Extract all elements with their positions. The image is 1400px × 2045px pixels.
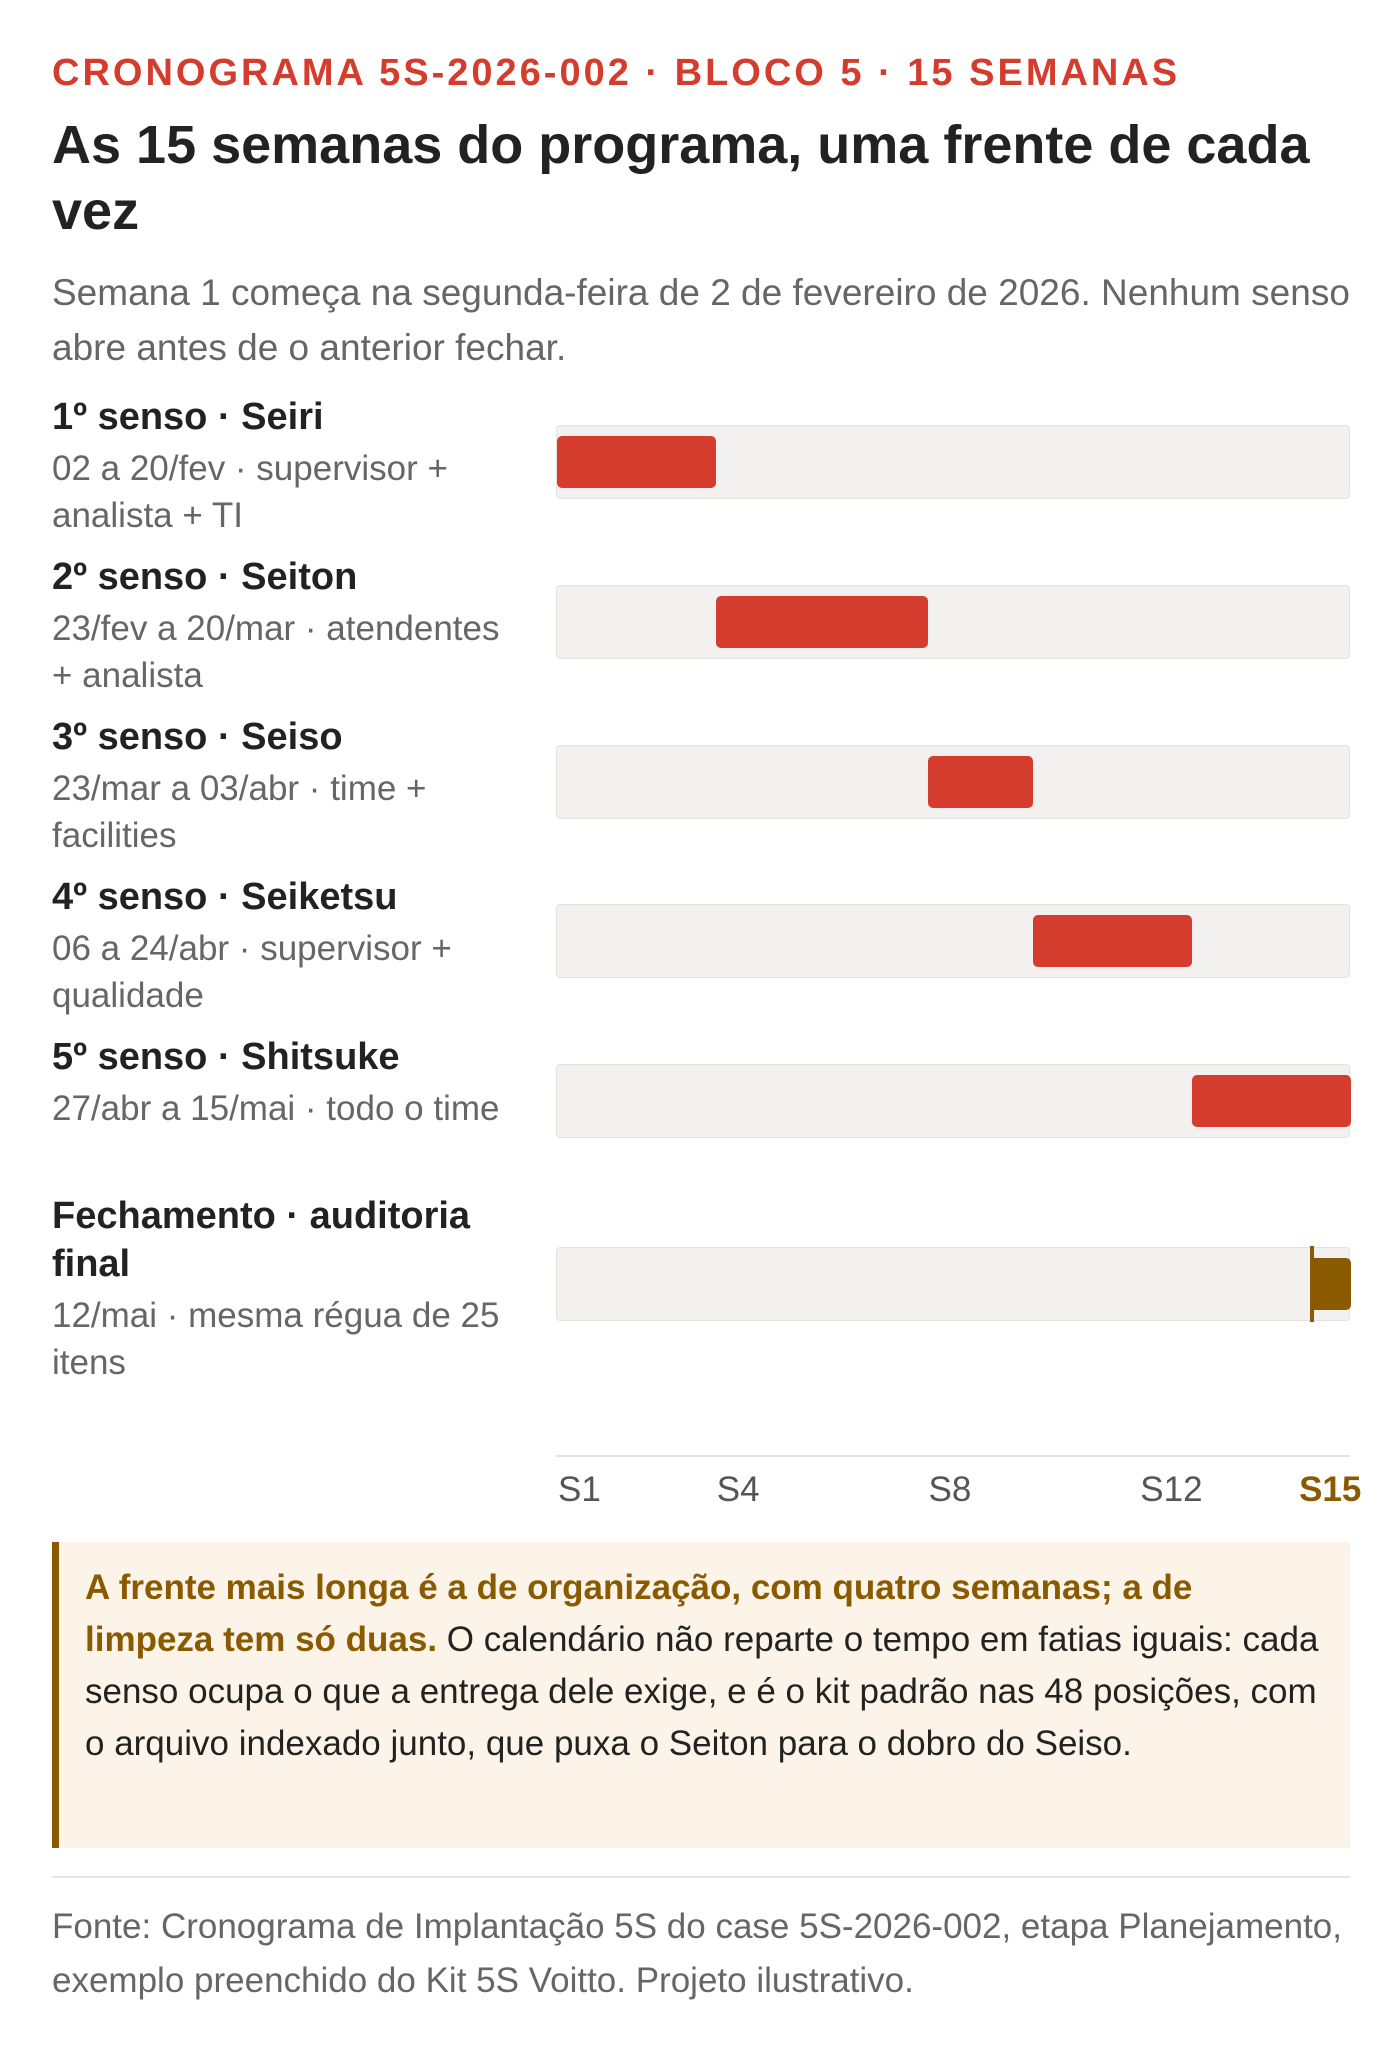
row-label: 1º senso · Seiri 02 a 20/fev · supervisor… bbox=[52, 393, 522, 539]
source-note: Fonte: Cronograma de Implantação 5S do c… bbox=[52, 1907, 1342, 2000]
row-subtitle: 06 a 24/abr · supervisor + qualidade bbox=[52, 929, 452, 1015]
x-tick-label: S4 bbox=[716, 1470, 760, 1509]
row-label: 4º senso · Seiketsu 06 a 24/abr · supervi… bbox=[52, 873, 522, 1019]
kicker: CRONOGRAMA 5S-2026-002 · BLOCO 5 · 15 SE… bbox=[52, 52, 1181, 94]
row-track bbox=[556, 904, 1350, 978]
row-label: 5º senso · Shitsuke 27/abr a 15/mai · tod… bbox=[52, 1033, 522, 1132]
row-title: Fechamento · auditoria final bbox=[52, 1195, 471, 1285]
row-subtitle: 27/abr a 15/mai · todo o time bbox=[52, 1089, 500, 1128]
gantt-bar bbox=[715, 596, 928, 648]
row-subtitle: 23/mar a 03/abr · time + facilities bbox=[52, 769, 427, 855]
x-tick-label: S8 bbox=[928, 1470, 972, 1509]
row-subtitle: 12/mai · mesma régua de 25 itens bbox=[52, 1296, 500, 1382]
row-title: 5º senso · Shitsuke bbox=[52, 1036, 400, 1078]
milestone-marker bbox=[1312, 1258, 1351, 1310]
row-label: 2º senso · Seiton 23/fev a 20/mar · atend… bbox=[52, 553, 522, 699]
row-label: 3º senso · Seiso 23/mar a 03/abr · time +… bbox=[52, 713, 522, 859]
chart-title: As 15 semanas do programa, uma frente de… bbox=[52, 115, 1310, 241]
chart-subtitle: Semana 1 começa na segunda-feira de 2 de… bbox=[52, 272, 1350, 368]
row-track bbox=[556, 585, 1350, 659]
gantt-bar bbox=[557, 436, 716, 488]
x-tick-label: S1 bbox=[558, 1470, 601, 1509]
row-label: Fechamento · auditoria final 12/mai · mes… bbox=[52, 1192, 522, 1386]
callout-body: O calendário não reparte o tempo em fati… bbox=[85, 1620, 1319, 1763]
x-axis-line bbox=[556, 1455, 1350, 1457]
row-track bbox=[556, 425, 1350, 499]
row-title: 4º senso · Seiketsu bbox=[52, 876, 398, 918]
gantt-bar bbox=[927, 756, 1034, 808]
callout-lead: A frente mais longa é a de organização, … bbox=[85, 1568, 1193, 1659]
row-title: 2º senso · Seiton bbox=[52, 556, 358, 598]
row-track bbox=[556, 745, 1350, 819]
row-subtitle: 23/fev a 20/mar · atendentes + analista bbox=[52, 609, 500, 695]
row-title: 3º senso · Seiso bbox=[52, 716, 343, 758]
row-track bbox=[556, 1064, 1351, 1138]
row-title: 1º senso · Seiri bbox=[52, 396, 324, 438]
callout: A frente mais longa é a de organização, … bbox=[52, 1542, 1350, 1848]
x-tick-label: S12 bbox=[1140, 1470, 1203, 1509]
gantt-bar bbox=[1192, 1075, 1351, 1127]
x-tick-label: S15 bbox=[1299, 1470, 1362, 1509]
gantt-bar bbox=[1033, 915, 1193, 967]
row-track bbox=[556, 1246, 1351, 1322]
row-subtitle: 02 a 20/fev · supervisor + analista + TI bbox=[52, 449, 448, 535]
milestone-line bbox=[1310, 1246, 1315, 1322]
divider bbox=[52, 1876, 1350, 1878]
